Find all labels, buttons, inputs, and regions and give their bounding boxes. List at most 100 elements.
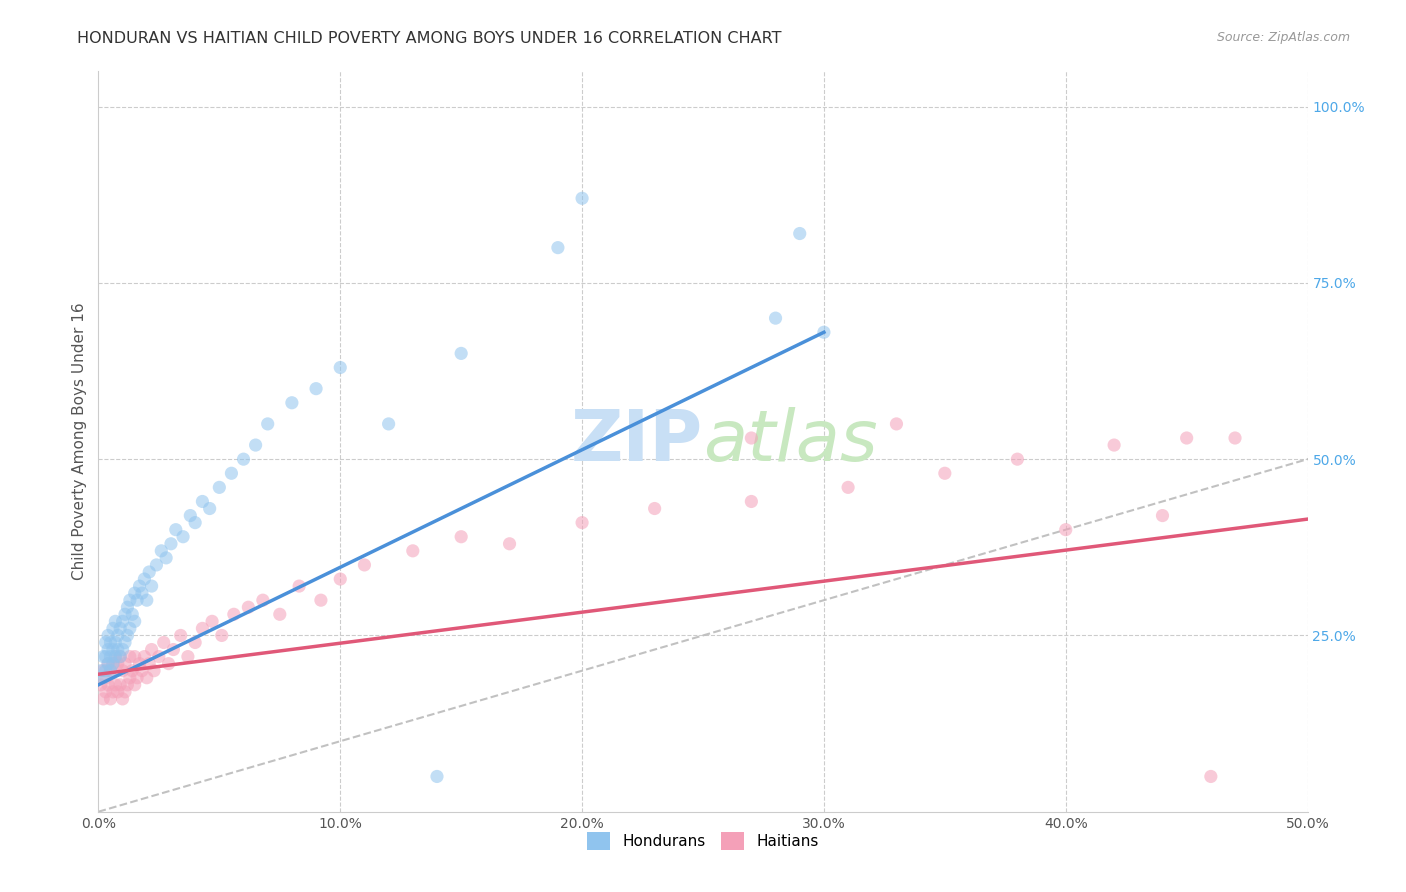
Point bbox=[198, 501, 221, 516]
Point bbox=[108, 678, 131, 692]
Point bbox=[309, 593, 332, 607]
Point bbox=[124, 678, 146, 692]
Point bbox=[145, 558, 167, 572]
Point bbox=[104, 615, 127, 629]
Point bbox=[97, 642, 120, 657]
Point bbox=[134, 572, 156, 586]
Point bbox=[100, 664, 122, 678]
Point bbox=[134, 649, 156, 664]
Point bbox=[143, 664, 166, 678]
Point bbox=[740, 494, 762, 508]
Point bbox=[402, 544, 425, 558]
Point bbox=[111, 664, 134, 678]
Point bbox=[97, 628, 120, 642]
Point bbox=[101, 657, 124, 671]
Point bbox=[353, 558, 375, 572]
Point bbox=[135, 593, 157, 607]
Point bbox=[1102, 438, 1125, 452]
Point bbox=[118, 621, 141, 635]
Point bbox=[100, 692, 122, 706]
Point bbox=[191, 621, 214, 635]
Point bbox=[152, 635, 174, 649]
Point bbox=[172, 530, 194, 544]
Point bbox=[107, 685, 129, 699]
Point bbox=[104, 649, 127, 664]
Point bbox=[740, 431, 762, 445]
Point bbox=[111, 692, 134, 706]
Point bbox=[160, 537, 183, 551]
Point bbox=[100, 635, 122, 649]
Point bbox=[100, 664, 122, 678]
Point bbox=[238, 600, 260, 615]
Point bbox=[377, 417, 399, 431]
Point bbox=[498, 537, 520, 551]
Point bbox=[91, 649, 114, 664]
Point bbox=[547, 241, 569, 255]
Point bbox=[101, 642, 124, 657]
Point bbox=[934, 467, 956, 481]
Point bbox=[135, 671, 157, 685]
Point bbox=[101, 657, 124, 671]
Point bbox=[789, 227, 811, 241]
Point bbox=[108, 649, 131, 664]
Point bbox=[118, 649, 141, 664]
Point bbox=[184, 635, 207, 649]
Point bbox=[155, 550, 177, 565]
Point bbox=[127, 671, 149, 685]
Text: atlas: atlas bbox=[703, 407, 877, 476]
Point bbox=[104, 649, 127, 664]
Point bbox=[269, 607, 291, 622]
Point bbox=[91, 671, 114, 685]
Point bbox=[148, 649, 170, 664]
Point bbox=[141, 642, 163, 657]
Point bbox=[305, 382, 328, 396]
Point bbox=[124, 615, 146, 629]
Point bbox=[1199, 769, 1222, 783]
Point bbox=[191, 494, 214, 508]
Point bbox=[150, 544, 173, 558]
Point bbox=[571, 516, 593, 530]
Point bbox=[329, 360, 352, 375]
Point bbox=[118, 593, 141, 607]
Point bbox=[177, 649, 200, 664]
Text: Source: ZipAtlas.com: Source: ZipAtlas.com bbox=[1216, 31, 1350, 45]
Point bbox=[114, 607, 136, 622]
Point bbox=[131, 664, 153, 678]
Point bbox=[138, 657, 160, 671]
Point bbox=[97, 678, 120, 692]
Point bbox=[765, 311, 787, 326]
Text: HONDURAN VS HAITIAN CHILD POVERTY AMONG BOYS UNDER 16 CORRELATION CHART: HONDURAN VS HAITIAN CHILD POVERTY AMONG … bbox=[77, 31, 782, 46]
Point bbox=[232, 452, 254, 467]
Point bbox=[104, 678, 127, 692]
Point bbox=[114, 685, 136, 699]
Point bbox=[450, 530, 472, 544]
Point bbox=[1152, 508, 1174, 523]
Point bbox=[837, 480, 859, 494]
Point bbox=[169, 628, 191, 642]
Point bbox=[117, 628, 139, 642]
Point bbox=[90, 678, 112, 692]
Legend: Hondurans, Haitians: Hondurans, Haitians bbox=[581, 826, 825, 856]
Point bbox=[91, 664, 114, 678]
Point bbox=[94, 635, 117, 649]
Point bbox=[1007, 452, 1029, 467]
Point bbox=[127, 593, 149, 607]
Point bbox=[101, 685, 124, 699]
Point bbox=[114, 635, 136, 649]
Point bbox=[97, 657, 120, 671]
Point bbox=[157, 657, 180, 671]
Point bbox=[571, 191, 593, 205]
Point bbox=[107, 628, 129, 642]
Point bbox=[108, 621, 131, 635]
Point bbox=[644, 501, 666, 516]
Point bbox=[426, 769, 449, 783]
Point bbox=[124, 649, 146, 664]
Point bbox=[101, 621, 124, 635]
Point bbox=[1223, 431, 1246, 445]
Point bbox=[111, 642, 134, 657]
Point bbox=[813, 325, 835, 339]
Point bbox=[288, 579, 311, 593]
Point bbox=[1175, 431, 1198, 445]
Point bbox=[117, 600, 139, 615]
Point bbox=[252, 593, 274, 607]
